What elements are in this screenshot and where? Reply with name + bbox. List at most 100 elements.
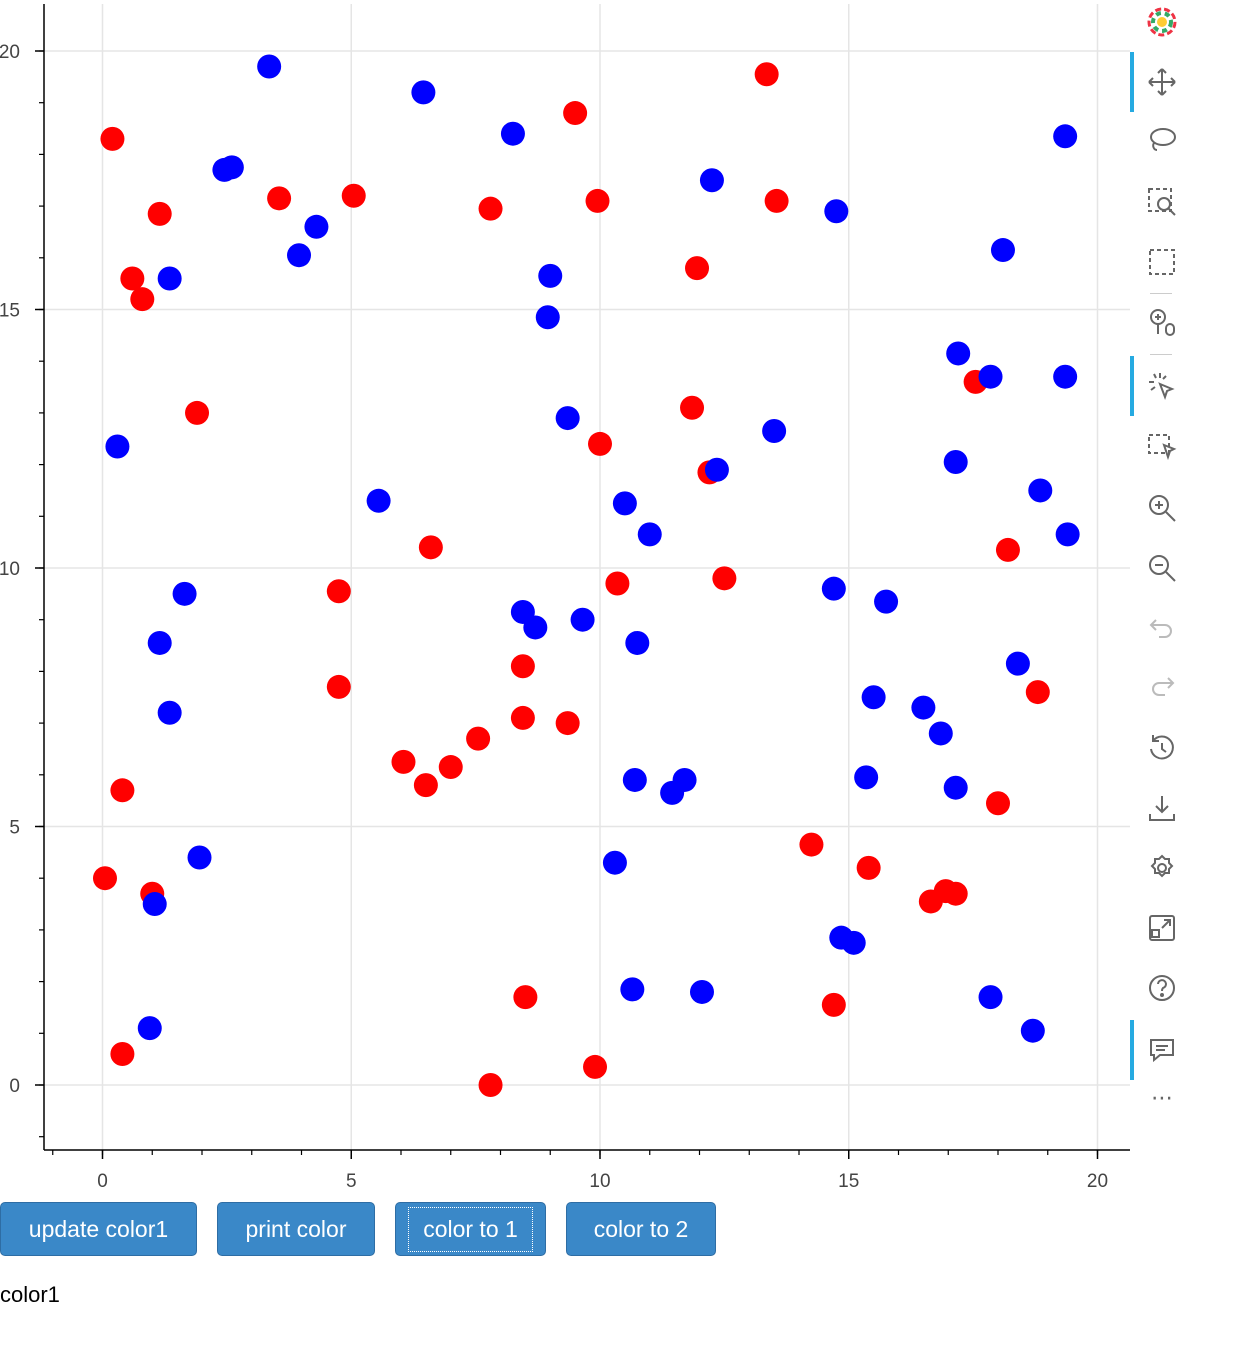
scatter-point[interactable] — [821, 992, 846, 1017]
reset-icon[interactable] — [1134, 726, 1190, 770]
settings-icon[interactable] — [1134, 846, 1190, 890]
scatter-point[interactable] — [943, 881, 968, 906]
scatter-point[interactable] — [100, 126, 125, 151]
scatter-point[interactable] — [637, 522, 662, 547]
scatter-point[interactable] — [172, 581, 197, 606]
scatter-point[interactable] — [764, 188, 789, 213]
scatter-point[interactable] — [986, 791, 1010, 816]
scatter-point[interactable] — [841, 930, 866, 955]
scatter-plot[interactable]: 0 5 10 15 20 0 5 10 15 20 — [0, 0, 1134, 1200]
scatter-point[interactable] — [1025, 680, 1050, 705]
scatter-point[interactable] — [187, 845, 212, 870]
color-to-2-button[interactable]: color to 2 — [566, 1202, 716, 1256]
scatter-point[interactable] — [142, 892, 167, 917]
tap-icon[interactable] — [1130, 356, 1190, 416]
scatter-point[interactable] — [978, 364, 1003, 389]
scatter-point[interactable] — [680, 395, 705, 420]
update-color1-button[interactable]: update color1 — [0, 1202, 197, 1256]
scatter-point[interactable] — [538, 263, 563, 288]
scatter-point[interactable] — [704, 457, 729, 482]
bokeh-logo-icon[interactable] — [1134, 0, 1190, 44]
fullscreen-icon[interactable] — [1134, 906, 1190, 950]
scatter-point[interactable] — [341, 183, 366, 208]
redo-icon[interactable] — [1134, 664, 1190, 708]
scatter-point[interactable] — [304, 214, 329, 239]
zoom-in-icon[interactable] — [1134, 486, 1190, 530]
scatter-point[interactable] — [1053, 364, 1078, 389]
scatter-point[interactable] — [943, 775, 968, 800]
scatter-point[interactable] — [478, 1073, 503, 1097]
save-icon[interactable] — [1134, 786, 1190, 830]
scatter-point[interactable] — [157, 266, 182, 291]
scatter-point[interactable] — [799, 832, 824, 857]
scatter-point[interactable] — [287, 243, 312, 268]
scatter-point[interactable] — [130, 287, 155, 312]
scatter-point[interactable] — [110, 1041, 135, 1066]
scatter-point[interactable] — [137, 1016, 162, 1041]
scatter-point[interactable] — [438, 755, 463, 780]
scatter-point[interactable] — [824, 199, 849, 224]
print-color-button[interactable]: print color — [217, 1202, 375, 1256]
color-to-1-button[interactable]: color to 1 — [395, 1202, 546, 1256]
scatter-point[interactable] — [1020, 1018, 1045, 1043]
scatter-point[interactable] — [685, 256, 710, 281]
scatter-point[interactable] — [602, 850, 627, 875]
scatter-point[interactable] — [563, 101, 588, 126]
scatter-point[interactable] — [510, 654, 535, 679]
box-select-icon[interactable] — [1134, 240, 1190, 284]
scatter-point[interactable] — [583, 1054, 608, 1079]
scatter-point[interactable] — [120, 266, 145, 291]
scatter-point[interactable] — [500, 121, 525, 146]
scatter-point[interactable] — [326, 674, 351, 699]
scatter-point[interactable] — [689, 979, 714, 1004]
scatter-point[interactable] — [762, 418, 787, 443]
scatter-point[interactable] — [861, 685, 886, 710]
box-zoom-icon[interactable] — [1134, 180, 1190, 224]
scatter-point[interactable] — [267, 186, 292, 211]
tooltip-icon[interactable] — [1130, 1020, 1190, 1080]
scatter-point[interactable] — [391, 749, 416, 774]
scatter-point[interactable] — [854, 765, 879, 790]
scatter-point[interactable] — [1053, 124, 1078, 149]
scatter-point[interactable] — [413, 773, 438, 798]
scatter-point[interactable] — [219, 155, 244, 180]
scatter-point[interactable] — [856, 855, 881, 880]
scatter-point[interactable] — [466, 726, 491, 751]
scatter-point[interactable] — [672, 767, 697, 792]
scatter-point[interactable] — [478, 196, 503, 221]
scatter-point[interactable] — [585, 188, 610, 213]
scatter-point[interactable] — [605, 571, 630, 596]
scatter-point[interactable] — [1055, 522, 1080, 547]
scatter-point[interactable] — [1028, 478, 1053, 503]
scatter-point[interactable] — [588, 431, 612, 456]
scatter-point[interactable] — [555, 406, 580, 431]
scatter-point[interactable] — [978, 985, 1003, 1010]
scatter-point[interactable] — [946, 341, 971, 366]
scatter-point[interactable] — [712, 566, 737, 591]
scatter-point[interactable] — [110, 778, 135, 803]
scatter-point[interactable] — [943, 450, 968, 475]
scatter-point[interactable] — [995, 537, 1020, 562]
scatter-point[interactable] — [754, 62, 779, 87]
scatter-point[interactable] — [625, 630, 650, 655]
scatter-point[interactable] — [185, 400, 210, 425]
scatter-point[interactable] — [366, 488, 391, 513]
scatter-point[interactable] — [1005, 651, 1030, 676]
more-tools-icon[interactable]: ⋯ — [1151, 1085, 1173, 1110]
scatter-point[interactable] — [911, 695, 936, 720]
scatter-point[interactable] — [418, 535, 443, 560]
scatter-point[interactable] — [622, 767, 647, 792]
scatter-point[interactable] — [92, 866, 117, 891]
scatter-point[interactable] — [513, 985, 538, 1010]
scatter-point[interactable] — [411, 80, 436, 105]
scatter-point[interactable] — [555, 711, 580, 736]
scatter-point[interactable] — [570, 607, 595, 632]
wheel-zoom-icon[interactable] — [1134, 300, 1190, 344]
scatter-point[interactable] — [147, 201, 172, 226]
scatter-point[interactable] — [699, 168, 724, 193]
scatter-point[interactable] — [620, 977, 645, 1002]
scatter-point[interactable] — [147, 630, 172, 655]
scatter-point[interactable] — [874, 589, 899, 614]
scatter-point[interactable] — [928, 721, 953, 746]
scatter-point[interactable] — [326, 579, 351, 604]
